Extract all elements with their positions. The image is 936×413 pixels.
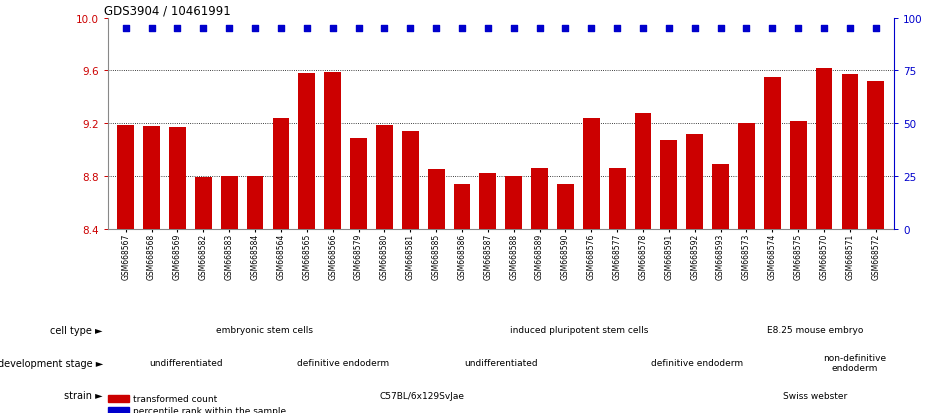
Bar bbox=[324, 73, 341, 229]
Bar bbox=[272, 119, 289, 229]
Bar bbox=[557, 185, 574, 229]
Point bbox=[713, 26, 728, 32]
Text: E8.25 mouse embryo: E8.25 mouse embryo bbox=[768, 326, 863, 335]
Point bbox=[869, 26, 884, 32]
Text: GDS3904 / 10461991: GDS3904 / 10461991 bbox=[104, 5, 230, 17]
Bar bbox=[764, 78, 781, 229]
Bar bbox=[299, 74, 315, 229]
Point bbox=[687, 26, 702, 32]
Point bbox=[325, 26, 340, 32]
Text: cell type ►: cell type ► bbox=[51, 325, 103, 335]
Point bbox=[532, 26, 547, 32]
Point bbox=[300, 26, 314, 32]
Point bbox=[351, 26, 366, 32]
Bar bbox=[350, 138, 367, 229]
Point bbox=[170, 26, 185, 32]
Bar bbox=[531, 169, 548, 229]
Bar bbox=[739, 124, 754, 229]
Bar bbox=[815, 69, 832, 229]
Text: transformed count: transformed count bbox=[133, 394, 217, 403]
Text: definitive endoderm: definitive endoderm bbox=[298, 358, 389, 367]
Bar bbox=[195, 178, 212, 229]
Text: definitive endoderm: definitive endoderm bbox=[651, 358, 743, 367]
Bar bbox=[479, 174, 496, 229]
Point bbox=[273, 26, 288, 32]
Point bbox=[118, 26, 133, 32]
Point bbox=[636, 26, 651, 32]
Point bbox=[455, 26, 470, 32]
Bar bbox=[376, 125, 393, 229]
Bar bbox=[583, 119, 600, 229]
Text: embryonic stem cells: embryonic stem cells bbox=[216, 326, 314, 335]
Bar bbox=[108, 395, 129, 402]
Bar bbox=[841, 75, 858, 229]
Bar bbox=[247, 176, 263, 229]
Point bbox=[506, 26, 521, 32]
Text: undifferentiated: undifferentiated bbox=[464, 358, 537, 367]
Bar bbox=[221, 176, 238, 229]
Text: undifferentiated: undifferentiated bbox=[150, 358, 223, 367]
Bar bbox=[661, 141, 678, 229]
Point bbox=[791, 26, 806, 32]
Point bbox=[662, 26, 677, 32]
Point bbox=[144, 26, 159, 32]
Bar bbox=[454, 185, 471, 229]
Point bbox=[429, 26, 444, 32]
Text: strain ►: strain ► bbox=[65, 390, 103, 401]
Point bbox=[558, 26, 573, 32]
Bar bbox=[169, 128, 186, 229]
Point bbox=[739, 26, 754, 32]
Point bbox=[584, 26, 599, 32]
Point bbox=[196, 26, 211, 32]
Bar bbox=[635, 113, 651, 229]
Point bbox=[402, 26, 417, 32]
Text: non-definitive
endoderm: non-definitive endoderm bbox=[823, 353, 886, 373]
Point bbox=[377, 26, 392, 32]
Bar bbox=[790, 121, 807, 229]
Bar bbox=[428, 170, 445, 229]
Text: C57BL/6x129SvJae: C57BL/6x129SvJae bbox=[380, 391, 464, 400]
Point bbox=[248, 26, 263, 32]
Bar bbox=[402, 132, 418, 229]
Bar bbox=[608, 169, 625, 229]
Point bbox=[765, 26, 780, 32]
Bar bbox=[505, 176, 522, 229]
Point bbox=[480, 26, 495, 32]
Bar bbox=[117, 125, 134, 229]
Bar bbox=[712, 165, 729, 229]
Point bbox=[816, 26, 831, 32]
Bar bbox=[868, 82, 885, 229]
Bar bbox=[143, 126, 160, 229]
Point bbox=[609, 26, 624, 32]
Text: development stage ►: development stage ► bbox=[0, 358, 103, 368]
Bar bbox=[108, 407, 129, 413]
Point bbox=[842, 26, 857, 32]
Text: percentile rank within the sample: percentile rank within the sample bbox=[133, 406, 286, 413]
Bar bbox=[686, 134, 703, 229]
Text: Swiss webster: Swiss webster bbox=[783, 391, 847, 400]
Point bbox=[222, 26, 237, 32]
Text: induced pluripotent stem cells: induced pluripotent stem cells bbox=[510, 326, 649, 335]
